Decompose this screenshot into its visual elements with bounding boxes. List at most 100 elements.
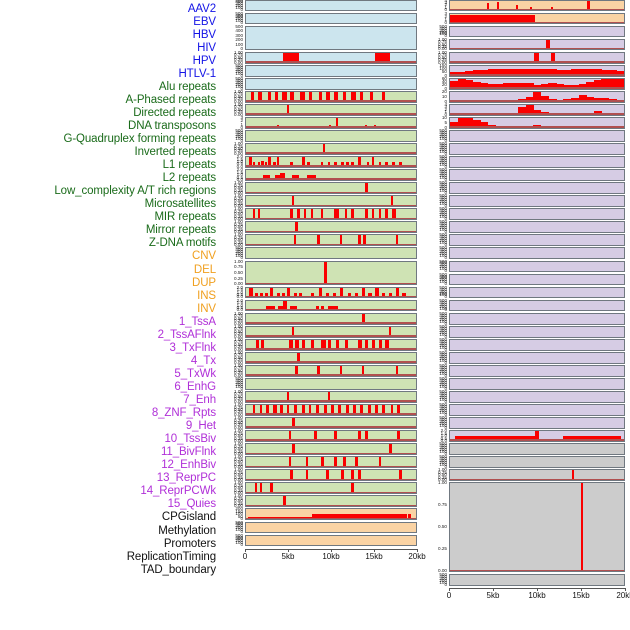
y-tick-label: 0.5 xyxy=(236,305,243,311)
y-axis-ticks: 1.00 0.75 0.50 0.25 0.00 xyxy=(218,429,244,443)
data-bar xyxy=(375,287,379,298)
y-tick-label: 0 xyxy=(240,255,243,261)
track-panel-b-34: 500 400 300 200 100 0 xyxy=(422,442,628,456)
data-bar xyxy=(363,235,366,246)
track-label-hbv: HBV xyxy=(192,28,216,41)
data-bar xyxy=(378,457,382,468)
track-plot-area xyxy=(449,25,625,38)
y-axis-ticks: 1.00 0.75 0.50 0.25 0.00 xyxy=(218,481,244,495)
track-panel-b-25: 500 400 300 200 100 0 xyxy=(422,324,628,338)
track-panel-a-3: 1.00 0.75 0.50 0.25 0.00 xyxy=(218,50,420,64)
y-tick-label: 0.00 xyxy=(234,424,243,430)
track-baseline xyxy=(246,374,416,376)
y-tick-label: 200 xyxy=(235,506,243,512)
y-tick-label: 300 xyxy=(235,14,243,20)
y-tick-label: 0.75 xyxy=(234,264,243,270)
data-bar xyxy=(327,305,338,311)
track-plot-area xyxy=(449,338,625,351)
data-bar xyxy=(351,91,356,102)
data-bar xyxy=(344,209,348,220)
data-bar xyxy=(286,104,290,115)
y-tick-label: 0.75 xyxy=(234,182,243,188)
y-tick-label: 150 xyxy=(235,508,243,514)
data-bar xyxy=(297,209,300,220)
data-bar xyxy=(487,69,496,76)
track-plot-area xyxy=(245,495,417,508)
y-tick-label: 400 xyxy=(235,377,243,383)
y-tick-label: 400 xyxy=(235,521,243,527)
y-tick-label: 400 xyxy=(439,247,447,253)
y-tick-label: 10 xyxy=(441,93,447,99)
track-label-10-tssbiv: 10_TssBiv xyxy=(164,433,216,446)
data-bar xyxy=(502,83,512,89)
track-plot-area xyxy=(245,116,417,129)
track-plot-area xyxy=(245,325,417,338)
y-tick-label: 4 xyxy=(444,101,447,107)
data-bar xyxy=(342,457,346,468)
track-panel-a-27: 500 400 300 200 100 0 xyxy=(218,376,420,390)
y-tick-label: 0.50 xyxy=(438,472,447,478)
track-label-methylation: Methylation xyxy=(158,524,216,537)
data-bar xyxy=(346,162,349,167)
y-tick-label: 0 xyxy=(444,372,447,378)
data-bar xyxy=(580,483,584,572)
y-axis-ticks: 500 400 300 200 100 0 xyxy=(422,141,448,155)
y-tick-label: 400 xyxy=(235,129,243,135)
y-axis-ticks: 2.0 1.5 1.0 0.5 0.0 xyxy=(422,429,448,443)
track-panel-a-1: 500 400 300 200 100 0 xyxy=(218,10,420,25)
y-tick-label: 0.00 xyxy=(234,477,243,483)
y-tick-label: 500 xyxy=(235,62,243,68)
y-tick-label: 60 xyxy=(441,75,447,81)
data-bar xyxy=(359,405,364,415)
y-axis-ticks: 500 400 300 200 100 0 xyxy=(422,128,448,142)
y-tick-label: 1.00 xyxy=(234,389,243,394)
y-axis-ticks: 1.00 0.75 0.50 0.25 0.00 xyxy=(422,481,448,573)
y-tick-label: 0.5 xyxy=(236,174,243,180)
y-tick-label: 400 xyxy=(439,129,447,135)
track-label-1-tssa: 1_TssA xyxy=(178,315,216,328)
data-bar xyxy=(392,162,395,167)
x-axis: 0 5kb 10kb 15kb 20kb xyxy=(447,587,630,604)
y-tick-label: 0 xyxy=(444,411,447,417)
y-tick-label: 200 xyxy=(439,329,447,335)
y-axis-ticks: 500 400 300 200 100 0 xyxy=(422,220,448,234)
data-bar xyxy=(601,78,610,89)
y-tick-label: 0.50 xyxy=(234,198,243,204)
y-axis-ticks: 1.00 0.75 0.50 0.25 0.00 xyxy=(422,50,448,64)
track-plot-area xyxy=(449,51,625,64)
y-tick-label: 100 xyxy=(235,18,243,24)
y-tick-label: 0.5 xyxy=(236,291,243,297)
y-tick-label: 400 xyxy=(439,390,447,396)
track-label-inv: INV xyxy=(197,302,216,315)
data-bar xyxy=(324,261,327,285)
data-bar xyxy=(300,91,305,102)
track-plot-area xyxy=(245,130,417,142)
y-tick-label: 0.0 xyxy=(236,307,243,313)
data-bar xyxy=(283,300,287,311)
y-tick-label: 500 xyxy=(235,10,243,16)
track-baseline xyxy=(450,47,624,50)
y-tick-label: 1.00 xyxy=(234,232,243,238)
y-tick-label: 100 xyxy=(235,83,243,89)
data-bar xyxy=(283,52,299,63)
track-baseline xyxy=(450,87,624,89)
track-baseline xyxy=(450,478,624,481)
y-tick-label: 2 xyxy=(240,118,243,124)
y-tick-label: 50 xyxy=(237,513,243,519)
y-axis-ticks: 500 400 300 200 100 0 xyxy=(422,415,448,429)
data-bar xyxy=(252,162,256,167)
data-bar xyxy=(302,339,306,350)
track-plot-area xyxy=(449,221,625,234)
data-bar xyxy=(308,405,312,415)
y-tick-label: 400 xyxy=(235,534,243,540)
y-tick-label: 0.25 xyxy=(234,275,243,281)
y-tick-label: 300 xyxy=(439,288,447,294)
x-tick-label: 10kb xyxy=(322,551,340,561)
y-tick-label: 3 xyxy=(240,114,243,120)
track-baseline xyxy=(450,113,624,115)
y-tick-label: 300 xyxy=(439,184,447,190)
data-bar xyxy=(616,70,624,76)
y-tick-label: 0.50 xyxy=(234,315,243,321)
track-label-mirror-repeats: Mirror repeats xyxy=(145,224,216,237)
